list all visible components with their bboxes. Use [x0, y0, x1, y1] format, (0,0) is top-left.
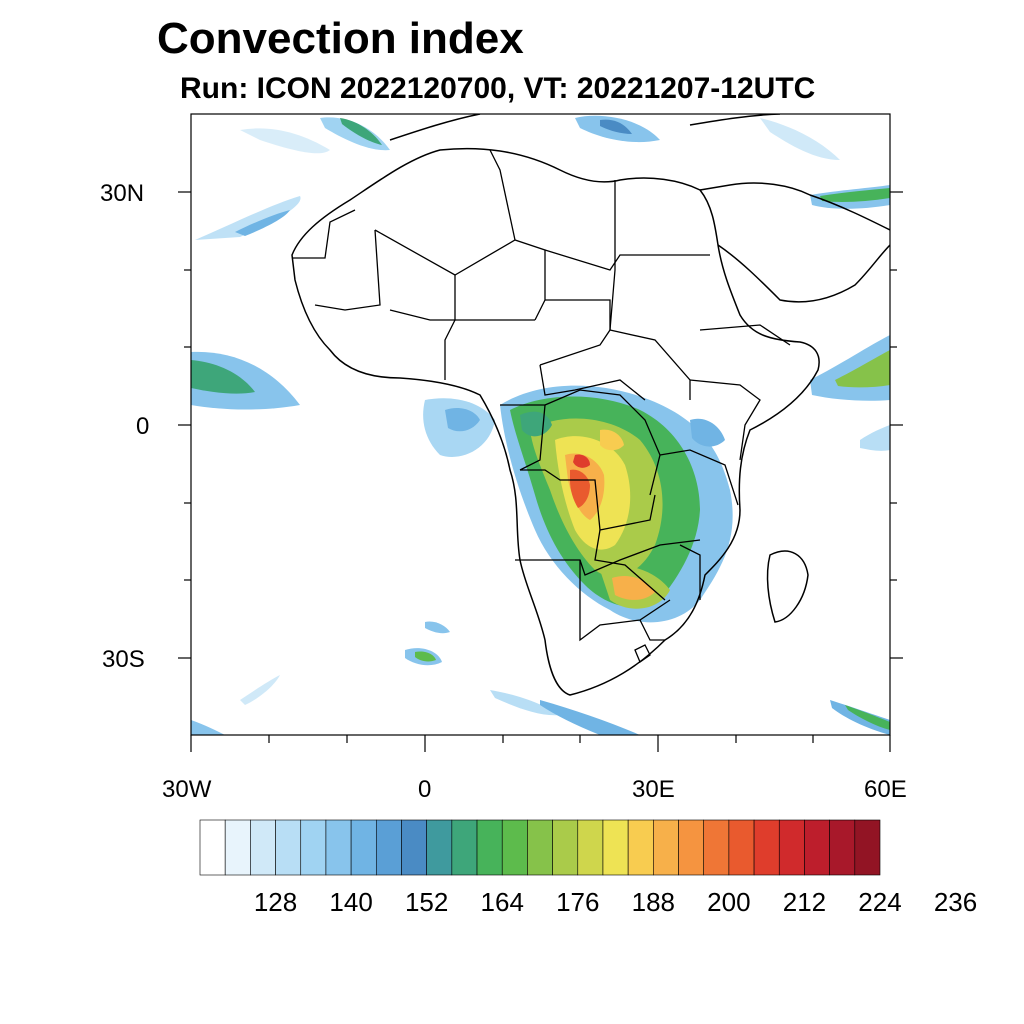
coastlines — [291, 114, 890, 696]
colorbar-swatch — [778, 819, 805, 876]
colorbar-swatch — [577, 819, 604, 876]
chart-title: Convection index — [157, 14, 524, 63]
colorbar-swatch — [199, 819, 226, 876]
colorbar-label: 224 — [858, 887, 902, 917]
colorbar-swatch — [627, 819, 654, 876]
colorbar-label: 188 — [631, 887, 676, 917]
colorbar-swatch — [829, 819, 856, 876]
colorbar-label: 152 — [404, 887, 449, 917]
colorbar-swatch — [552, 819, 579, 876]
colorbar-swatch — [476, 819, 503, 876]
colorbar-label: 200 — [707, 887, 751, 917]
colorbar-swatch — [678, 819, 705, 876]
lat-label-30n: 30N — [100, 180, 145, 207]
convection-field — [191, 115, 890, 735]
lon-label-30w: 30W — [162, 776, 212, 803]
colorbar-swatch — [753, 819, 780, 876]
chart-subtitle: Run: ICON 2022120700, VT: 20221207-12UTC — [180, 72, 816, 105]
lat-label-30s: 30S — [102, 646, 145, 673]
colorbar-swatch — [602, 819, 629, 876]
lon-label-30e: 30E — [632, 776, 675, 803]
colorbar-label: 164 — [480, 887, 524, 917]
lon-label-0: 0 — [418, 776, 432, 803]
colorbar-swatch — [854, 819, 881, 876]
colorbar — [199, 819, 881, 876]
tick-marks — [178, 191, 903, 752]
colorbar-swatch — [325, 819, 352, 876]
colorbar-label: 140 — [329, 887, 373, 917]
colorbar-swatch — [527, 819, 553, 876]
lat-label-0: 0 — [136, 413, 150, 440]
colorbar-swatch — [275, 819, 302, 876]
colorbar-swatch — [728, 819, 755, 876]
colorbar-swatch — [804, 819, 830, 876]
colorbar-swatch — [401, 819, 427, 876]
colorbar-swatch — [250, 819, 276, 876]
colorbar-swatch — [300, 819, 327, 876]
colorbar-label: 212 — [782, 887, 827, 917]
colorbar-swatch — [501, 819, 528, 876]
colorbar-swatch — [375, 819, 402, 876]
lon-label-60e: 60E — [864, 776, 907, 803]
colorbar-label: 176 — [556, 887, 600, 917]
colorbar-label: 236 — [933, 887, 978, 917]
colorbar-swatch — [224, 819, 251, 876]
colorbar-swatch — [350, 819, 377, 876]
colorbar-swatch — [426, 819, 453, 876]
colorbar-swatch — [451, 819, 478, 876]
colorbar-label: 128 — [253, 887, 298, 917]
colorbar-swatch — [653, 819, 679, 876]
colorbar-swatch — [703, 819, 730, 876]
country-borders — [292, 149, 791, 663]
